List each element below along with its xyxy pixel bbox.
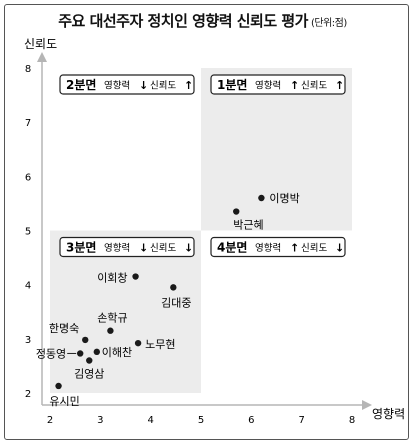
point-노무현 xyxy=(134,339,142,347)
point-label-한명숙: 한명숙 xyxy=(49,322,79,335)
x-tick-label: 4 xyxy=(147,415,153,426)
point-손학규 xyxy=(107,327,114,334)
quadrant-name: 2분면 xyxy=(66,77,96,92)
quadrant-label-box xyxy=(210,74,346,95)
quadrant-name: 3분면 xyxy=(66,240,96,255)
point-박근혜 xyxy=(233,208,240,215)
x-tick-label: 5 xyxy=(198,415,204,426)
axes-layer: 2 3 4 5 6 7 8 2 3 4 5 6 7 8 xyxy=(25,52,372,426)
quadrant-arrow1-down-icon: ↓ xyxy=(139,242,148,255)
point-label-손학규: 손학규 xyxy=(97,312,127,325)
quadrant-arrow1-up-icon: ↑ xyxy=(290,79,299,92)
quadrant-text2: 신뢰도 xyxy=(150,81,176,92)
quadrant-arrow2-down-icon: ↓ xyxy=(335,242,344,255)
point-label-정동영: 정동영 xyxy=(36,347,66,360)
quadrant-text1: 영향력 xyxy=(255,80,281,92)
point-이명박 xyxy=(258,194,265,202)
y-tick-label: 3 xyxy=(25,335,31,346)
quadrant-label-2분면: 2분면 영향력 ↓ 신뢰도 ↑ xyxy=(59,74,195,95)
point-label-이회창: 이회창 xyxy=(97,272,127,285)
y-tick-label: 4 xyxy=(25,281,31,292)
point-label-김대중: 김대중 xyxy=(161,296,191,309)
point-이해찬 xyxy=(93,348,101,356)
unit-label: (단위:점) xyxy=(310,18,347,29)
chart-frame xyxy=(4,4,409,440)
point-label-이명박: 이명박 xyxy=(269,192,299,205)
x-axis-label: 영향력 xyxy=(372,407,405,421)
quadrant-arrow2-down-icon: ↓ xyxy=(184,242,193,255)
point-label-이해찬: 이해찬 xyxy=(102,345,132,359)
chart-title-text: 주요 대선주자 정치인 영향력 신뢰도 평가 xyxy=(58,12,308,30)
x-tick-label: 8 xyxy=(349,415,355,426)
point-한명숙 xyxy=(82,336,89,344)
quadrant-text1: 영향력 xyxy=(104,242,130,254)
y-tick-label: 2 xyxy=(25,389,31,400)
y-tick-label: 8 xyxy=(25,64,31,75)
y-axis-arrow-icon xyxy=(37,52,47,62)
quadrant-text1: 영향력 xyxy=(255,242,281,254)
point-정동영 xyxy=(77,350,84,357)
quadrant-text2: 신뢰도 xyxy=(150,243,176,254)
y-tick-label: 7 xyxy=(25,118,31,129)
quadrant-label-1분면: 1분면 영향력 ↑ 신뢰도 ↑ xyxy=(210,74,346,95)
y-tick-label: 6 xyxy=(25,172,31,183)
quadrant-label-box xyxy=(59,74,195,95)
point-김대중 xyxy=(170,284,177,291)
point-label-박근혜: 박근혜 xyxy=(233,219,263,232)
quadrant-label-3분면: 3분면 영향력 ↓ 신뢰도 ↓ xyxy=(59,236,195,258)
quadrant-shade-3 xyxy=(50,230,201,393)
quadrant-text2: 신뢰도 xyxy=(301,81,327,92)
point-label-유시민: 유시민 xyxy=(49,395,79,408)
quadrant-arrow2-up-icon: ↑ xyxy=(335,79,344,92)
x-tick-label: 2 xyxy=(47,415,53,426)
x-tick-label: 3 xyxy=(97,415,103,426)
y-tick-label: 5 xyxy=(25,227,31,238)
quadrant-arrow2-up-icon: ↑ xyxy=(184,79,193,92)
quadrant-name: 4분면 xyxy=(217,240,247,255)
quadrant-arrow1-up-icon: ↑ xyxy=(290,242,299,255)
point-이회창 xyxy=(132,273,139,280)
y-axis-label: 신뢰도 xyxy=(24,37,57,51)
x-tick-label: 7 xyxy=(298,415,304,426)
point-김영삼 xyxy=(86,357,93,364)
quadrant-name: 1분면 xyxy=(217,77,247,92)
point-label-노무현: 노무현 xyxy=(145,338,175,351)
quadrant-label-box xyxy=(59,236,195,258)
x-tick-label: 6 xyxy=(248,415,254,426)
quadrant-label-4분면: 4분면 영향력 ↑ 신뢰도 ↓ xyxy=(210,236,346,258)
quadrant-text1: 영향력 xyxy=(104,80,130,92)
quadrant-layer: 1분면 영향력 ↑ 신뢰도 ↑2분면 영향력 ↓ 신뢰도 ↑3분면 영향력 ↓ 신뢰도 ↓ 4분면 영향력 ↑… xyxy=(50,68,352,393)
quadrant-text2: 신뢰도 xyxy=(301,243,327,254)
point-유시민 xyxy=(55,382,62,390)
quadrant-shade-1 xyxy=(201,68,352,231)
x-axis-arrow-icon xyxy=(362,400,372,410)
quadrant-arrow1-down-icon: ↓ xyxy=(139,79,148,92)
quadrant-label-box xyxy=(210,236,346,258)
point-label-김영삼: 김영삼 xyxy=(74,368,104,381)
chart-title: 주요 대선주자 정치인 영향력 신뢰도 평가 (단위:점) xyxy=(0,10,405,31)
